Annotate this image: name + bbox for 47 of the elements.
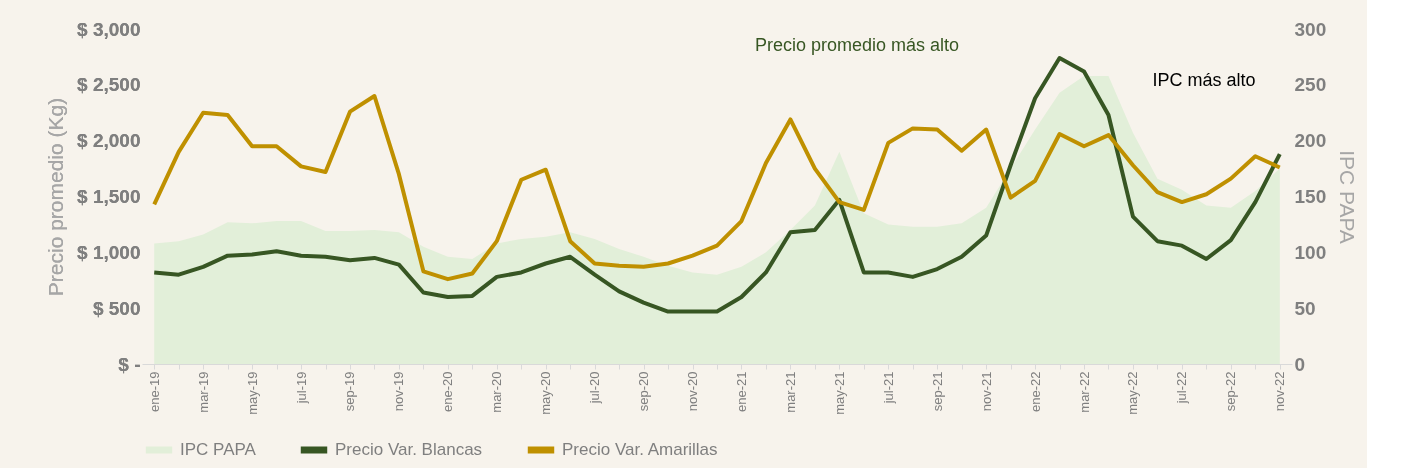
y2-tick-label: 100 — [1294, 241, 1327, 263]
y2-tick-label: 0 — [1294, 353, 1306, 375]
x-tick-label: jul-21 — [880, 371, 896, 405]
x-tick-label: ene-22 — [1027, 371, 1043, 412]
y-tick-label: $ - — [118, 353, 141, 375]
legend-label: Precio Var. Amarillas — [562, 440, 718, 459]
x-tick-label: mar-20 — [489, 371, 505, 413]
y2-tick-label: 50 — [1294, 297, 1316, 319]
x-tick-label: may-21 — [831, 371, 847, 415]
x-tick-label: nov-20 — [685, 371, 701, 412]
x-tick-label: sep-21 — [929, 371, 945, 412]
line-series — [152, 56, 1282, 314]
x-tick-label: ene-20 — [440, 371, 456, 412]
y-tick-label: $ 2,500 — [77, 74, 141, 96]
y-tick-label: $ 3,000 — [77, 18, 141, 40]
x-tick-label: jul-20 — [587, 371, 603, 405]
y-axis-title: Precio promedio (Kg) — [44, 97, 68, 297]
annotation: Precio promedio más alto — [754, 35, 960, 55]
x-tick-label: nov-19 — [391, 371, 407, 412]
x-tick-label: sep-22 — [1223, 371, 1239, 412]
y-tick-label: $ 1,000 — [77, 241, 141, 263]
x-tick-label: ene-19 — [146, 371, 162, 412]
x-tick-label: nov-21 — [978, 371, 994, 412]
line-series — [152, 94, 1282, 282]
legend-label: IPC PAPA — [180, 440, 257, 459]
y-tick-label: $ 500 — [92, 297, 141, 319]
x-tick-label: jul-19 — [293, 371, 309, 405]
x-tick-label: mar-21 — [782, 371, 798, 413]
x-tick-label: jul-22 — [1174, 371, 1190, 405]
y2-tick-label: 250 — [1294, 74, 1327, 96]
x-tick-label: may-22 — [1125, 371, 1141, 415]
x-tick-label: ene-21 — [733, 371, 749, 412]
x-tick-label: sep-19 — [342, 371, 358, 412]
x-tick-label: may-20 — [538, 371, 554, 415]
x-tick-label: mar-22 — [1076, 371, 1092, 413]
x-tick-label: may-19 — [244, 371, 260, 415]
y2-tick-label: 300 — [1294, 18, 1327, 40]
y-tick-label: $ 2,000 — [77, 130, 141, 152]
legend-label: Precio Var. Blancas — [335, 440, 483, 459]
x-tick-label: nov-22 — [1272, 371, 1288, 412]
annotation: IPC más alto — [1152, 70, 1256, 90]
x-tick-label: sep-20 — [636, 371, 652, 412]
x-tick-label: mar-19 — [195, 371, 211, 413]
y-tick-label: $ 1,500 — [77, 186, 141, 207]
y2-tick-label: 200 — [1294, 130, 1327, 152]
y2-axis-title: IPC PAPA — [1336, 150, 1360, 244]
y2-tick-label: 150 — [1294, 186, 1327, 207]
